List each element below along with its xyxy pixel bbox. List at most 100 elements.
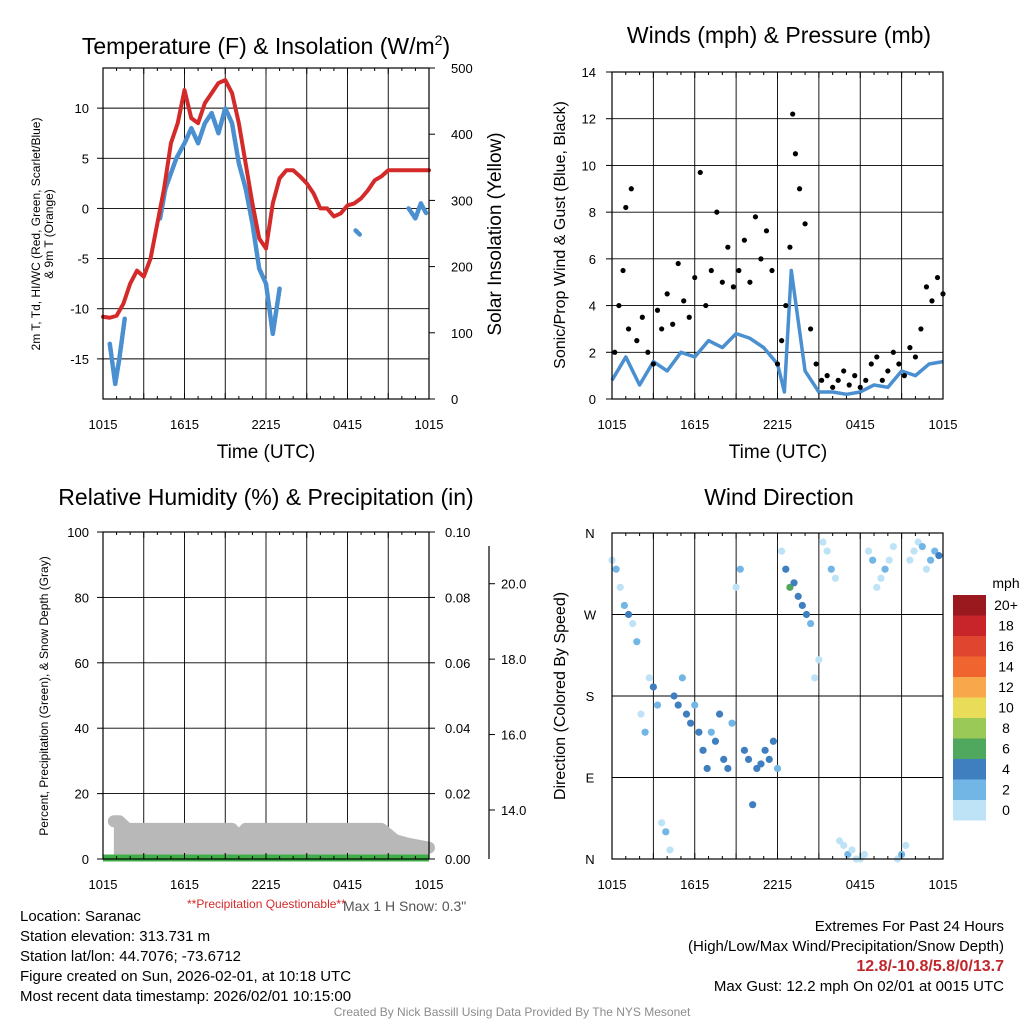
gust-point (787, 244, 793, 250)
windchill-line (157, 105, 282, 337)
max-gust: Max Gust: 12.2 mph On 02/01 at 0015 UTC (713, 978, 1004, 995)
direction-point (815, 656, 823, 664)
gust-point (896, 361, 902, 367)
precip-tick-label: 0.08 (445, 590, 470, 605)
gust-point (885, 368, 891, 374)
gust-point (918, 326, 924, 332)
direction-point (715, 710, 724, 718)
gust-point (736, 267, 742, 274)
direction-point (641, 728, 649, 736)
gust-point (747, 279, 753, 285)
colorbar-swatch (953, 656, 986, 677)
x-tick-label: 2215 (252, 877, 281, 892)
direction-point (926, 556, 935, 564)
gust-point (796, 186, 803, 192)
wind-x-ticks: 1015 1615 2215 0415 1015 (598, 72, 957, 432)
colorbar-swatch (953, 800, 986, 821)
gust-point (659, 326, 665, 332)
gust-point (730, 284, 736, 290)
y-tick-label: 10 (582, 158, 596, 173)
colorbar-label: 14 (998, 659, 1014, 675)
x-tick-label: 0415 (846, 417, 875, 432)
gust-point (779, 338, 785, 344)
y-tick-label: 0 (82, 201, 89, 216)
x-tick-label: 0415 (846, 877, 875, 892)
y-tick-label: 0 (82, 852, 89, 867)
extremes-info: Extremes For Past 24 Hours (High/Low/Max… (688, 917, 1004, 997)
dir-title: Wind Direction (704, 484, 854, 510)
gust-point (634, 338, 640, 344)
direction-point (761, 746, 769, 754)
gust-point (890, 349, 896, 355)
precip-y-ticks: 0.00 0.02 0.04 0.06 0.08 0.10 (429, 525, 470, 867)
direction-point (612, 565, 620, 573)
direction-point (807, 619, 815, 628)
direction-point (744, 755, 753, 763)
x-tick-label: 1615 (680, 417, 709, 432)
x-tick-label: 1015 (89, 417, 118, 432)
gust-point (830, 384, 836, 390)
direction-point (682, 710, 691, 718)
gust-point (645, 349, 651, 355)
direction-point (720, 755, 728, 763)
insolation-y-ticks: 0 100 200 300 400 500 (429, 61, 473, 407)
colorbar-label: 18 (998, 618, 1014, 634)
direction-point (798, 601, 806, 610)
direction-point (823, 547, 831, 555)
x-tick-label: 1015 (415, 417, 444, 432)
colorbar-label: 10 (998, 700, 1014, 716)
station-latlon: Station lat/lon: 44.7076; -73.6712 (20, 948, 242, 965)
gust-point (752, 214, 759, 220)
colorbar-title: mph (992, 575, 1019, 591)
snow-depth-y-ticks: 14.0 16.0 18.0 20.0 (488, 546, 526, 859)
gust-point (934, 274, 941, 281)
x-tick-label: 1615 (170, 417, 199, 432)
precip-tick-label: 0.06 (445, 656, 470, 671)
direction-point (869, 556, 877, 564)
precip-tick-label: 0.02 (445, 787, 470, 802)
direction-point (922, 565, 931, 573)
direction-point (885, 556, 893, 564)
gust-point (792, 151, 799, 157)
direction-tick-label: E (586, 771, 595, 786)
extremes-values: 12.8/-10.8/5.8/0/13.7 (856, 958, 1004, 975)
y-tick-label: -5 (77, 252, 89, 267)
snow-depth-tick-label: 14.0 (501, 803, 526, 818)
colorbar-label: 16 (998, 638, 1014, 654)
direction-point (831, 574, 840, 582)
x-tick-label: 2215 (763, 417, 792, 432)
colorbar-label: 2 (1002, 782, 1010, 798)
direction-point (703, 764, 711, 773)
direction-point (699, 746, 707, 754)
gust-point (819, 377, 825, 383)
gust-point (686, 314, 692, 320)
direction-point (906, 556, 914, 564)
wind-y-label: Sonic/Prop Wind & Gust (Blue, Black) (552, 101, 569, 369)
rh-grid (103, 532, 429, 859)
temp-y-label: 2m T, Td, HI/WC (Red, Green, Scarlet/Blu… (29, 118, 43, 351)
gust-point (824, 373, 830, 379)
direction-tick-label: S (586, 689, 595, 704)
direction-tick-label: W (584, 608, 597, 623)
colorbar-swatch (953, 595, 986, 616)
gust-point (790, 111, 796, 117)
windchill-line (353, 228, 362, 237)
direction-point (918, 542, 926, 551)
gust-point (708, 267, 714, 274)
gust-point (703, 302, 709, 309)
y-tick-label: 100 (67, 525, 89, 540)
x-tick-label: 1015 (598, 417, 627, 432)
gust-point (857, 384, 863, 390)
gust-point (650, 361, 656, 367)
wind-x-label: Time (UTC) (729, 442, 828, 463)
snow-depth-tick-label: 20.0 (501, 577, 526, 592)
gust-point (874, 354, 880, 360)
gust-point (719, 279, 725, 285)
snow-depth-tick-label: 18.0 (501, 652, 526, 667)
gust-point (923, 284, 930, 290)
x-tick-label: 1015 (89, 877, 118, 892)
y2-tick-label: 0 (451, 392, 458, 407)
direction-point (653, 701, 662, 709)
y-tick-label: 20 (75, 787, 89, 802)
gust-point (835, 377, 841, 383)
